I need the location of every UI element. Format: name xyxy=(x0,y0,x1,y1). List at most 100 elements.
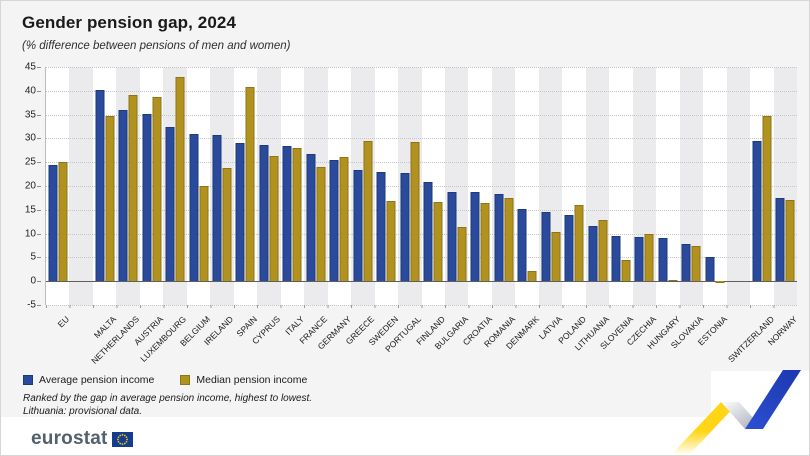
bar-median xyxy=(292,147,302,282)
bar-group-eu xyxy=(46,67,69,305)
bar-average xyxy=(329,160,339,282)
bar-pair xyxy=(494,67,514,305)
bar-group-spain xyxy=(234,67,257,305)
bar-median xyxy=(644,234,654,282)
bar-pair xyxy=(282,67,302,305)
footnotes: Ranked by the gap in average pension inc… xyxy=(23,392,312,418)
bar-chart: 45 40 35 30 25 20 15 10 5 0 -5 EU MALTA NETHERLANDS A… xyxy=(15,62,801,366)
page-subtitle: (% difference between pensions of men an… xyxy=(22,40,291,52)
legend-swatch-average xyxy=(23,375,33,385)
zero-line xyxy=(46,281,797,283)
bar-pair xyxy=(189,67,209,305)
bar-average xyxy=(212,135,222,282)
bar-median xyxy=(785,199,795,282)
bar-pair xyxy=(447,67,467,305)
y-tick-mark xyxy=(37,67,41,68)
gridline xyxy=(46,67,797,68)
bar-group-czechia xyxy=(633,67,656,305)
bar-average xyxy=(681,244,691,282)
bar-average xyxy=(470,192,480,282)
bar-pair xyxy=(400,67,420,305)
bar-average xyxy=(423,182,433,282)
bar-group-romania xyxy=(492,67,515,305)
legend-label-average: Average pension income xyxy=(39,374,155,386)
bar-average xyxy=(752,141,762,282)
y-tick-mark xyxy=(37,281,41,283)
bar-median xyxy=(316,166,326,282)
y-tick-mark xyxy=(37,186,41,187)
ribbon-decoration-icon xyxy=(671,370,801,455)
bar-average xyxy=(634,237,644,282)
bar-median xyxy=(621,260,631,282)
x-axis-ticks xyxy=(46,305,797,308)
y-tick-label: 30 xyxy=(24,132,36,144)
legend-label-median: Median pension income xyxy=(196,374,308,386)
bar-median xyxy=(105,115,115,282)
bar-median xyxy=(504,198,514,282)
gridline xyxy=(46,162,797,164)
bar-group-latvia xyxy=(539,67,562,305)
x-label-slot: NORWAY xyxy=(766,309,799,361)
bar-average xyxy=(541,212,551,282)
bar-average xyxy=(353,169,363,282)
bar-pair xyxy=(517,67,537,305)
bar-pair xyxy=(634,67,654,305)
y-tick-mark xyxy=(37,138,41,140)
y-tick-mark xyxy=(37,233,41,235)
bar-average xyxy=(705,256,715,282)
bar-median xyxy=(574,205,584,282)
y-tick-label: 5 xyxy=(30,251,36,263)
y-tick-mark xyxy=(37,162,41,164)
gap-slot xyxy=(69,67,92,305)
bar-pair xyxy=(353,67,373,305)
bar-pair xyxy=(470,67,490,305)
x-label-slot: EU xyxy=(45,309,70,361)
bar-median xyxy=(386,201,396,282)
bar-group-denmark xyxy=(515,67,538,305)
bar-pair xyxy=(681,67,701,305)
bar-group-germany xyxy=(328,67,351,305)
bar-median xyxy=(175,76,185,282)
bar-group-bulgaria xyxy=(445,67,468,305)
y-tick-label: 40 xyxy=(24,85,36,97)
y-tick-mark xyxy=(37,305,41,306)
bar-average xyxy=(259,145,269,282)
bar-average xyxy=(588,226,598,282)
legend-item-median: Median pension income xyxy=(180,374,307,386)
bar-pair xyxy=(376,67,396,305)
bar-average xyxy=(400,173,410,282)
bar-group-sweden xyxy=(375,67,398,305)
bar-average xyxy=(517,208,527,282)
bar-median xyxy=(691,246,701,282)
bar-pair xyxy=(541,67,561,305)
bar-average xyxy=(118,109,128,282)
bar-group-finland xyxy=(422,67,445,305)
bar-pair xyxy=(329,67,349,305)
bar-median xyxy=(715,281,725,283)
bar-group-poland xyxy=(562,67,585,305)
y-tick-mark xyxy=(37,209,41,211)
bar-group-italy xyxy=(281,67,304,305)
bar-median xyxy=(668,279,678,282)
eu-flag-icon xyxy=(111,431,133,447)
bar-median xyxy=(199,186,209,282)
bar-median xyxy=(152,96,162,282)
y-tick-label: 35 xyxy=(24,109,36,121)
bar-pair xyxy=(564,67,584,305)
bar-group-malta xyxy=(93,67,116,305)
bar-median xyxy=(598,219,608,282)
bar-average xyxy=(95,90,105,282)
bar-pair xyxy=(165,67,185,305)
bar-average xyxy=(376,172,386,282)
bar-group-hungary xyxy=(656,67,679,305)
bar-group-switzerland xyxy=(750,67,773,305)
bar-pair xyxy=(423,67,443,305)
bar-average xyxy=(494,194,504,282)
bar-groups xyxy=(46,67,797,305)
bar-pair xyxy=(588,67,608,305)
bar-pair xyxy=(611,67,631,305)
y-tick-label: 25 xyxy=(24,156,36,168)
bar-median xyxy=(58,162,68,282)
y-tick-label: 10 xyxy=(24,228,36,240)
bar-average xyxy=(306,153,316,282)
